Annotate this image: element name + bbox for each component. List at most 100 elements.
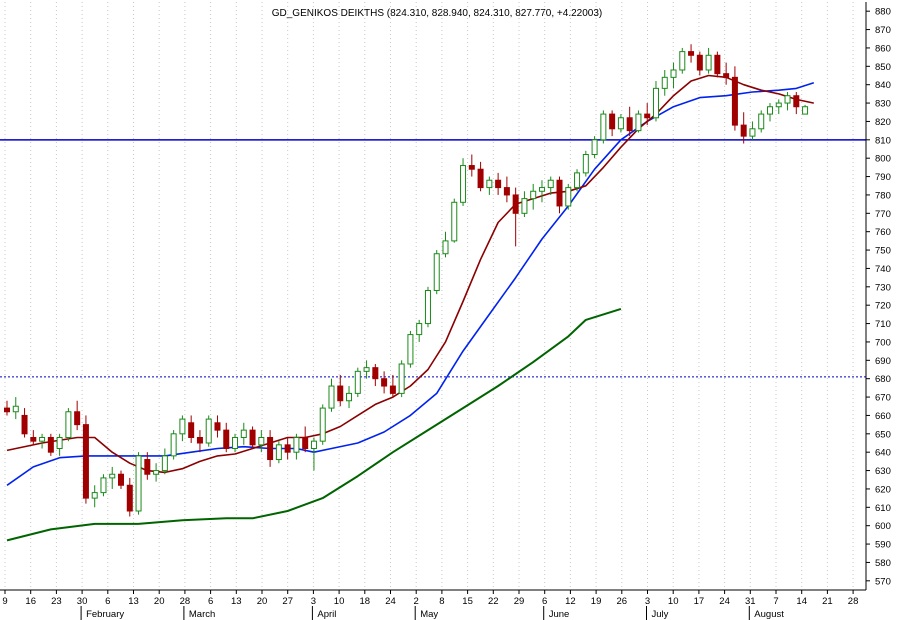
candle-up <box>670 69 677 78</box>
candle-up <box>275 444 282 461</box>
horizontal-lines <box>0 139 866 378</box>
candle-down <box>389 385 396 394</box>
x-tick-label: 23 <box>51 596 62 607</box>
candle-down <box>267 436 274 461</box>
y-tick-label: 630 <box>875 466 891 477</box>
candle-up <box>39 436 46 442</box>
y-tick-label: 770 <box>875 209 891 220</box>
y-tick-label: 860 <box>875 43 891 54</box>
candle-up <box>547 179 554 189</box>
candle-up <box>652 87 659 119</box>
candle-up <box>661 76 668 89</box>
y-tick-label: 820 <box>875 117 891 128</box>
y-tick-label: 620 <box>875 484 891 495</box>
candle-down <box>626 117 633 132</box>
candle-up <box>442 240 449 255</box>
x-tick-label: 10 <box>334 596 345 607</box>
x-tick-label: 28 <box>848 596 859 607</box>
y-tick-label: 750 <box>875 246 891 257</box>
x-tick-label: 24 <box>385 596 396 607</box>
candle-down <box>468 165 475 170</box>
candle-down <box>82 424 89 499</box>
y-tick-label: 790 <box>875 172 891 183</box>
candle-down <box>714 54 721 75</box>
x-tick-label: 24 <box>719 596 730 607</box>
candle-up <box>205 418 212 444</box>
candle-up <box>635 113 642 132</box>
candle-up <box>293 436 300 453</box>
candle-down <box>47 436 54 453</box>
candle-up <box>486 179 493 189</box>
candle-up <box>12 405 19 413</box>
candle-down <box>284 444 291 453</box>
y-tick-label: 570 <box>875 576 891 587</box>
y-tick-label: 600 <box>875 521 891 532</box>
candle-down <box>21 414 28 435</box>
series-lines <box>6 74 815 542</box>
ma-short-line <box>6 74 814 474</box>
candle-up <box>749 128 756 137</box>
x-tick-label: 28 <box>180 596 191 607</box>
y-tick-label: 850 <box>875 62 891 73</box>
candle-up <box>617 117 624 130</box>
candle-up <box>433 253 440 291</box>
month-label: August <box>754 609 784 620</box>
y-tick-label: 870 <box>875 25 891 36</box>
y-tick-label: 740 <box>875 264 891 275</box>
candle-up <box>170 433 177 457</box>
y-tick-label: 720 <box>875 301 891 312</box>
candle-up <box>775 102 782 108</box>
candle-up <box>56 436 63 450</box>
y-tick-label: 710 <box>875 319 891 330</box>
candle-down <box>477 168 484 189</box>
x-tick-label: 20 <box>154 596 165 607</box>
ma-mid-line <box>6 82 815 486</box>
candle-down <box>688 51 695 56</box>
candle-down <box>118 473 125 486</box>
ma-long-line <box>6 307 622 542</box>
candle-up <box>328 385 335 409</box>
y-tick-label: 800 <box>875 154 891 165</box>
candle-up <box>451 201 458 242</box>
candle-down <box>372 367 379 380</box>
month-label: May <box>420 609 438 620</box>
candle-up <box>153 470 160 475</box>
candle-up <box>766 106 773 115</box>
candle-down <box>74 411 81 426</box>
candle-down <box>302 436 309 450</box>
month-label: March <box>189 609 215 620</box>
candle-up <box>565 187 572 207</box>
x-tick-label: 10 <box>668 596 679 607</box>
y-tick-label: 840 <box>875 80 891 91</box>
candle-up <box>354 370 361 394</box>
candle-down <box>196 436 203 444</box>
x-tick-label: 14 <box>796 596 807 607</box>
x-tick-label: 29 <box>514 596 525 607</box>
x-tick-label: 16 <box>25 596 36 607</box>
x-tick-label: 8 <box>439 596 444 607</box>
x-tick-label: 17 <box>694 596 705 607</box>
month-label: July <box>652 609 669 620</box>
candle-up <box>407 334 414 365</box>
y-tick-label: 690 <box>875 356 891 367</box>
candle-up <box>784 95 791 104</box>
candle-up <box>398 363 405 394</box>
candle-down <box>723 73 730 78</box>
y-tick-label: 830 <box>875 99 891 110</box>
candle-up <box>258 436 265 446</box>
candle-up <box>582 154 589 174</box>
y-tick-label: 590 <box>875 540 891 551</box>
candle-up <box>758 113 765 130</box>
candles <box>4 44 809 517</box>
y-tick-label: 730 <box>875 282 891 293</box>
x-tick-label: 27 <box>282 596 293 607</box>
candle-down <box>337 385 344 402</box>
candle-up <box>802 106 809 115</box>
candle-down <box>144 459 151 475</box>
y-tick-label: 670 <box>875 393 891 404</box>
x-tick-label: 26 <box>617 596 628 607</box>
candle-up <box>424 289 431 325</box>
candle-up <box>319 407 326 442</box>
candle-up <box>679 51 686 71</box>
